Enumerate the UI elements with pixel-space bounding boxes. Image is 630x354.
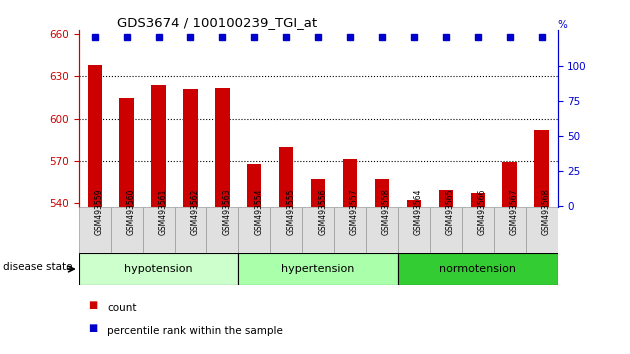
- Bar: [183, 89, 198, 207]
- Text: disease state: disease state: [3, 262, 72, 272]
- FancyBboxPatch shape: [79, 207, 111, 253]
- Text: hypotension: hypotension: [124, 264, 193, 274]
- Text: GSM493563: GSM493563: [222, 188, 231, 235]
- Bar: [247, 164, 261, 207]
- Text: GSM493556: GSM493556: [318, 188, 327, 235]
- Text: GDS3674 / 100100239_TGI_at: GDS3674 / 100100239_TGI_at: [117, 16, 317, 29]
- Bar: [438, 190, 453, 207]
- Text: GSM493567: GSM493567: [510, 188, 518, 235]
- Text: percentile rank within the sample: percentile rank within the sample: [107, 326, 283, 336]
- FancyBboxPatch shape: [142, 207, 175, 253]
- FancyBboxPatch shape: [238, 207, 270, 253]
- Bar: [534, 130, 549, 207]
- FancyBboxPatch shape: [207, 207, 238, 253]
- Text: GSM493564: GSM493564: [414, 188, 423, 235]
- FancyBboxPatch shape: [175, 207, 207, 253]
- Bar: [343, 159, 357, 207]
- Text: GSM493565: GSM493565: [446, 188, 455, 235]
- Bar: [151, 85, 166, 207]
- FancyBboxPatch shape: [366, 207, 398, 253]
- Text: GSM493558: GSM493558: [382, 188, 391, 235]
- Text: normotension: normotension: [439, 264, 516, 274]
- Text: GSM493554: GSM493554: [255, 188, 263, 235]
- Text: %: %: [558, 20, 568, 30]
- FancyBboxPatch shape: [462, 207, 494, 253]
- FancyBboxPatch shape: [494, 207, 525, 253]
- FancyBboxPatch shape: [79, 253, 238, 285]
- FancyBboxPatch shape: [398, 253, 558, 285]
- Bar: [120, 97, 134, 207]
- FancyBboxPatch shape: [398, 207, 430, 253]
- Text: count: count: [107, 303, 137, 313]
- Bar: [503, 162, 517, 207]
- Text: GSM493557: GSM493557: [350, 188, 359, 235]
- FancyBboxPatch shape: [238, 253, 398, 285]
- Text: hypertension: hypertension: [282, 264, 355, 274]
- Text: GSM493559: GSM493559: [94, 188, 104, 235]
- Text: GSM493560: GSM493560: [127, 188, 135, 235]
- FancyBboxPatch shape: [525, 207, 558, 253]
- Bar: [407, 200, 421, 207]
- Text: ■: ■: [88, 300, 98, 310]
- Text: GSM493568: GSM493568: [542, 188, 551, 235]
- FancyBboxPatch shape: [302, 207, 334, 253]
- Text: ■: ■: [88, 323, 98, 333]
- FancyBboxPatch shape: [111, 207, 142, 253]
- Bar: [311, 179, 325, 207]
- FancyBboxPatch shape: [270, 207, 302, 253]
- Bar: [279, 147, 294, 207]
- Bar: [471, 193, 485, 207]
- FancyBboxPatch shape: [334, 207, 366, 253]
- Text: GSM493555: GSM493555: [286, 188, 295, 235]
- Text: GSM493561: GSM493561: [159, 188, 168, 235]
- Bar: [215, 88, 229, 207]
- Bar: [88, 65, 102, 207]
- FancyBboxPatch shape: [430, 207, 462, 253]
- Text: GSM493566: GSM493566: [478, 188, 487, 235]
- Bar: [375, 179, 389, 207]
- Text: GSM493562: GSM493562: [190, 188, 200, 235]
